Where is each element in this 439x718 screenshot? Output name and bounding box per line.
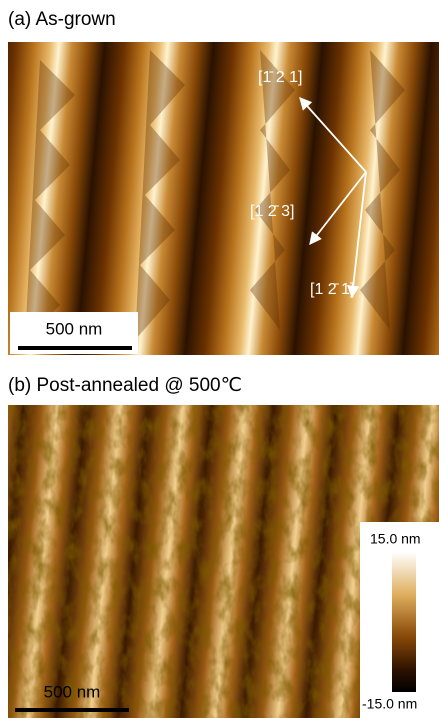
scale-bar (18, 346, 132, 350)
colorbar-max: 15.0 nm (370, 531, 421, 547)
colorbar (392, 552, 416, 692)
panel-label: (b) Post-annealed @ 500℃ (8, 375, 242, 396)
scale-bar-label: 500 nm (46, 319, 103, 338)
direction-label: [1̄ 2 1] (258, 69, 302, 86)
figure: (a) As-grown [1̄ 2 1] [1 2̄ 3] [1 2̄ 1] … (0, 0, 439, 718)
scale-bar (15, 708, 129, 712)
direction-label: [1 2̄ 3] (250, 203, 294, 220)
panel-label: (a) As-grown (8, 9, 116, 30)
direction-label: [1 2̄ 1] (310, 281, 354, 298)
colorbar-min: -15.0 nm (362, 696, 417, 712)
scale-bar-label: 500 nm (44, 682, 101, 701)
afm-image-a (8, 42, 439, 355)
